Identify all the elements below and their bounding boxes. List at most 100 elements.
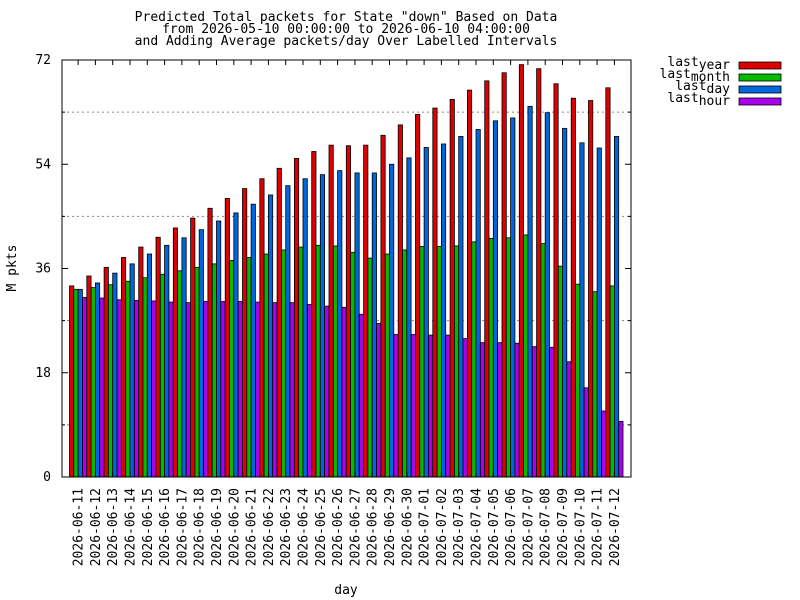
bar-month-23 bbox=[471, 241, 477, 478]
bar-year-30 bbox=[588, 100, 594, 478]
bar-month-27 bbox=[540, 243, 546, 478]
bar-year-9 bbox=[224, 198, 230, 478]
x-tick-label: 2026-06-14 bbox=[124, 488, 139, 566]
bar-year-10 bbox=[242, 188, 248, 478]
bar-year-5 bbox=[155, 236, 161, 478]
bar-hour-16 bbox=[358, 313, 364, 478]
bar-hour-25 bbox=[514, 342, 520, 478]
bar-day-27 bbox=[544, 112, 550, 478]
legend-label: lastyear bbox=[667, 55, 730, 73]
bar-hour-13 bbox=[306, 304, 312, 478]
x-tick-label: 2026-07-02 bbox=[435, 488, 450, 566]
bar-year-23 bbox=[466, 89, 473, 478]
bar-day-1 bbox=[95, 282, 101, 478]
x-tick-label: 2026-06-21 bbox=[245, 488, 260, 566]
bar-year-31 bbox=[605, 87, 611, 478]
legend-label: lastmonth bbox=[660, 67, 730, 85]
bar-hour-2 bbox=[116, 299, 122, 478]
bar-month-6 bbox=[177, 270, 183, 478]
bar-day-5 bbox=[164, 244, 170, 478]
x-tick-label: 2026-06-22 bbox=[262, 488, 277, 566]
bar-month-18 bbox=[384, 253, 390, 478]
y-axis-label: M pkts bbox=[5, 245, 20, 292]
x-tick-label: 2026-06-17 bbox=[175, 488, 190, 566]
bar-hour-31 bbox=[618, 420, 624, 478]
legend-swatch-year bbox=[738, 61, 782, 70]
bar-hour-22 bbox=[462, 338, 468, 478]
bar-day-16 bbox=[354, 172, 360, 478]
bar-month-10 bbox=[246, 257, 252, 478]
bar-month-13 bbox=[298, 246, 304, 478]
bar-month-30 bbox=[592, 291, 598, 478]
bar-day-20 bbox=[423, 147, 429, 478]
bar-month-1 bbox=[90, 287, 96, 478]
bar-day-10 bbox=[250, 203, 256, 478]
bar-day-26 bbox=[527, 105, 533, 478]
x-tick-label: 2026-07-11 bbox=[591, 488, 606, 566]
x-tick-label: 2026-07-04 bbox=[470, 488, 485, 566]
bar-month-7 bbox=[194, 266, 200, 478]
bar-hour-3 bbox=[133, 299, 140, 478]
bar-hour-21 bbox=[445, 334, 451, 478]
bar-hour-17 bbox=[376, 323, 382, 478]
bar-month-28 bbox=[557, 265, 563, 478]
bar-year-22 bbox=[449, 98, 455, 478]
bar-year-17 bbox=[363, 144, 369, 478]
bar-day-6 bbox=[181, 237, 187, 478]
bar-day-25 bbox=[510, 117, 516, 478]
x-tick-label: 2026-06-18 bbox=[193, 488, 208, 566]
legend-entry-day: lastday bbox=[675, 79, 782, 97]
legend-swatch-month bbox=[738, 73, 782, 82]
x-tick-label: 2026-06-28 bbox=[366, 488, 381, 566]
bar-hour-5 bbox=[168, 301, 174, 478]
bar-year-29 bbox=[570, 97, 576, 478]
x-tick-label: 2026-06-11 bbox=[72, 488, 87, 566]
bar-hour-12 bbox=[289, 302, 295, 478]
bar-month-12 bbox=[280, 249, 287, 478]
bar-month-17 bbox=[367, 257, 373, 478]
bar-day-4 bbox=[146, 253, 153, 478]
bar-month-21 bbox=[436, 246, 442, 478]
bar-month-9 bbox=[229, 259, 235, 478]
x-tick-label: 2026-07-12 bbox=[608, 488, 623, 566]
bar-day-21 bbox=[440, 143, 447, 478]
x-tick-label: 2026-07-07 bbox=[521, 488, 536, 566]
bar-year-25 bbox=[501, 72, 507, 478]
bar-hour-19 bbox=[410, 334, 416, 478]
bar-year-11 bbox=[259, 178, 265, 478]
chart-title-line-1: Predicted Total packets for State "down"… bbox=[135, 10, 558, 25]
bar-day-8 bbox=[216, 220, 222, 478]
chart-title: Predicted Total packets for State "down"… bbox=[135, 10, 558, 49]
bar-day-28 bbox=[562, 127, 568, 478]
bar-day-30 bbox=[596, 147, 602, 478]
bar-hour-26 bbox=[531, 346, 537, 478]
bar-hour-1 bbox=[99, 297, 105, 478]
chart-title-line-3: and Adding Average packets/day Over Labe… bbox=[135, 34, 558, 49]
bar-hour-28 bbox=[566, 361, 572, 478]
bar-month-5 bbox=[159, 273, 166, 478]
bar-day-2 bbox=[112, 272, 118, 478]
x-tick-label: 2026-07-01 bbox=[418, 488, 433, 566]
bar-day-24 bbox=[492, 120, 498, 478]
bar-month-4 bbox=[142, 277, 148, 478]
bar-month-26 bbox=[523, 234, 529, 478]
y-tick-label: 36 bbox=[35, 262, 51, 277]
bar-year-28 bbox=[553, 83, 559, 478]
bar-hour-15 bbox=[341, 306, 347, 478]
bar-year-6 bbox=[172, 227, 179, 478]
bar-year-27 bbox=[536, 68, 542, 478]
bar-month-24 bbox=[488, 237, 494, 478]
bar-month-16 bbox=[350, 251, 356, 478]
x-tick-label: 2026-07-03 bbox=[452, 488, 467, 566]
bar-hour-27 bbox=[549, 346, 555, 478]
bar-day-0 bbox=[77, 288, 83, 478]
bar-day-15 bbox=[337, 170, 343, 478]
bar-year-13 bbox=[293, 158, 300, 478]
bar-day-9 bbox=[233, 212, 239, 478]
x-tick-label: 2026-06-30 bbox=[400, 488, 415, 566]
x-tick-label: 2026-06-19 bbox=[210, 488, 225, 566]
bar-hour-20 bbox=[427, 334, 434, 478]
bar-year-12 bbox=[276, 167, 282, 478]
bar-month-31 bbox=[609, 285, 615, 478]
legend-entry-hour: lasthour bbox=[667, 91, 782, 109]
